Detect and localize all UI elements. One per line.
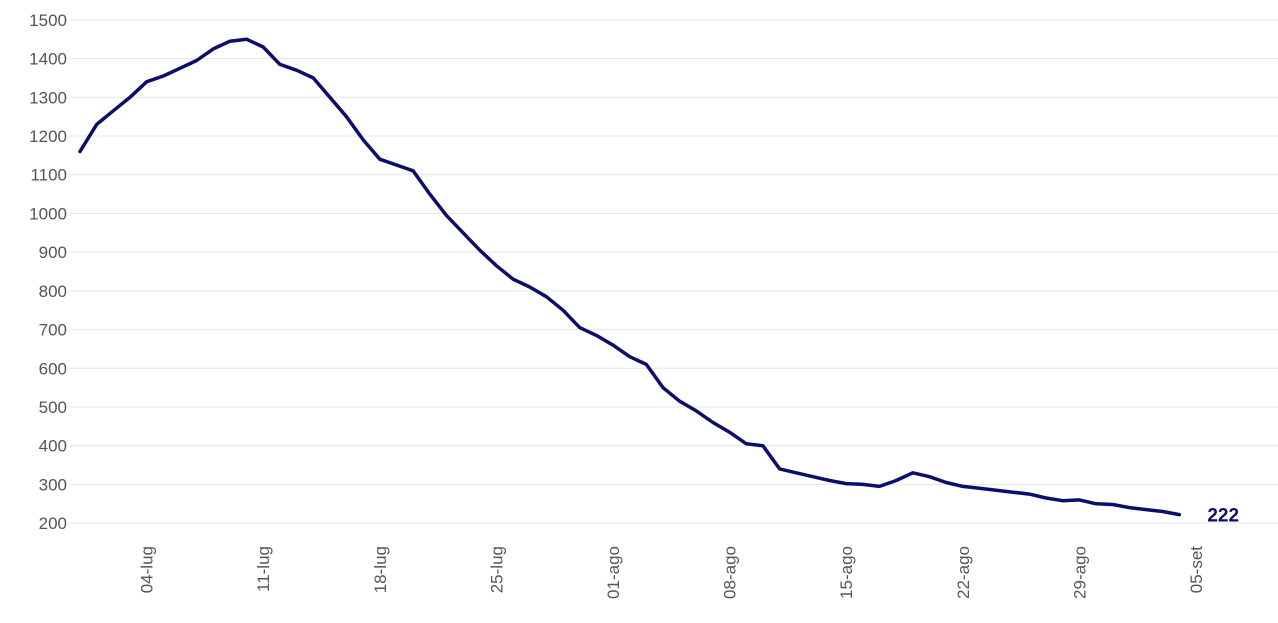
y-tick-label: 800 (39, 282, 67, 301)
y-tick-label: 900 (39, 243, 67, 262)
y-tick-label: 500 (39, 398, 67, 417)
x-tick-label: 25-lug (487, 546, 506, 593)
y-tick-label: 1100 (30, 166, 67, 185)
x-tick-label: 15-ago (837, 546, 856, 599)
x-tick-label: 04-lug (138, 546, 157, 593)
y-tick-label: 600 (39, 359, 67, 378)
y-tick-label: 300 (39, 475, 67, 494)
x-tick-label: 05-set (1187, 546, 1206, 594)
x-tick-label: 08-ago (721, 546, 740, 599)
x-tick-label: 29-ago (1070, 546, 1089, 599)
x-tick-label: 22-ago (954, 546, 973, 599)
x-tick-label: 01-ago (604, 546, 623, 599)
end-value-label: 222 (1207, 506, 1239, 527)
y-tick-label: 200 (39, 514, 67, 533)
y-tick-label: 1300 (29, 88, 67, 107)
x-tick-label: 11-lug (254, 546, 273, 592)
y-tick-label: 1400 (29, 50, 67, 69)
data-line (78, 37, 1182, 517)
y-tick-label: 1000 (29, 204, 67, 223)
y-tick-label: 1200 (29, 127, 67, 146)
x-tick-label: 18-lug (371, 546, 390, 593)
y-tick-label: 1500 (29, 11, 67, 30)
y-tick-label: 700 (39, 321, 67, 340)
y-tick-label: 400 (39, 437, 67, 456)
